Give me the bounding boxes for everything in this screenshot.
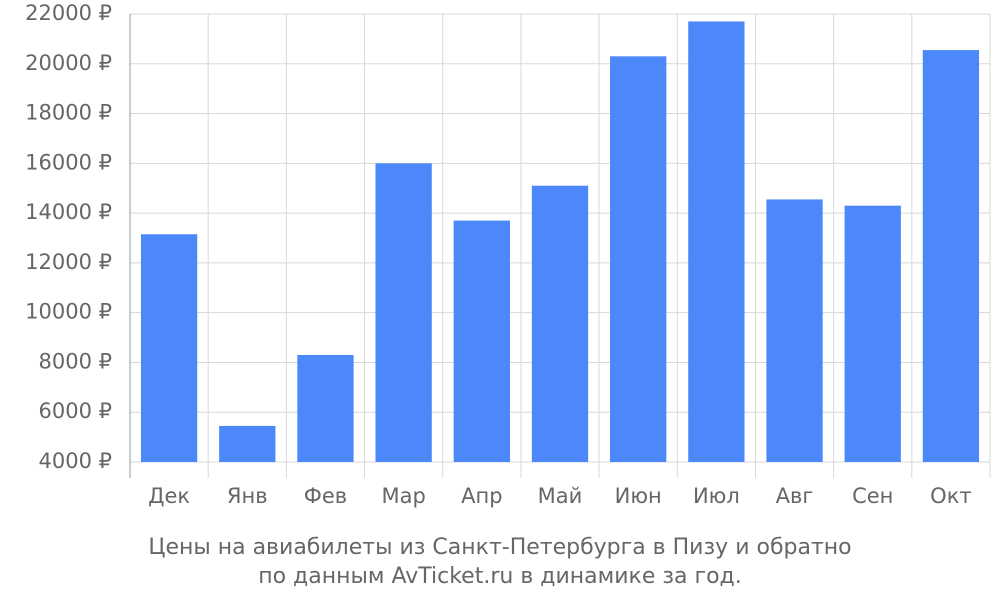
bar (844, 205, 901, 462)
chart-title: по данным AvTicket.ru в динамике за год. (258, 564, 742, 589)
x-tick-label: Фев (304, 484, 347, 508)
x-tick-label: Сен (852, 484, 893, 508)
y-tick-label: 14000 ₽ (25, 200, 112, 224)
bar (688, 21, 745, 462)
bar (140, 234, 198, 462)
y-tick-label: 8000 ₽ (39, 349, 112, 373)
x-tick-label: Май (538, 484, 583, 508)
y-tick-label: 12000 ₽ (25, 250, 112, 274)
bar (219, 425, 276, 462)
bar (453, 220, 510, 462)
y-tick-label: 22000 ₽ (25, 1, 112, 25)
chart-title: Цены на авиабилеты из Санкт-Петербурга в… (148, 535, 851, 560)
y-tick-label: 10000 ₽ (25, 300, 112, 324)
y-tick-label: 16000 ₽ (25, 150, 112, 174)
x-tick-label: Янв (227, 484, 268, 508)
x-tick-label: Апр (461, 484, 502, 508)
x-tick-label: Дек (148, 484, 190, 508)
bar (610, 56, 667, 463)
bar (375, 163, 432, 463)
x-tick-label: Мар (381, 484, 425, 508)
x-tick-label: Окт (930, 484, 971, 508)
y-tick-label: 6000 ₽ (39, 399, 112, 423)
bar (297, 354, 354, 462)
bar (766, 199, 823, 462)
x-tick-label: Июн (615, 484, 662, 508)
y-tick-label: 18000 ₽ (25, 101, 112, 125)
y-tick-label: 20000 ₽ (25, 51, 112, 75)
x-tick-label: Июл (693, 484, 740, 508)
y-tick-label: 4000 ₽ (39, 449, 112, 473)
bar (531, 185, 589, 462)
bar (922, 50, 980, 462)
x-tick-label: Авг (776, 484, 814, 508)
